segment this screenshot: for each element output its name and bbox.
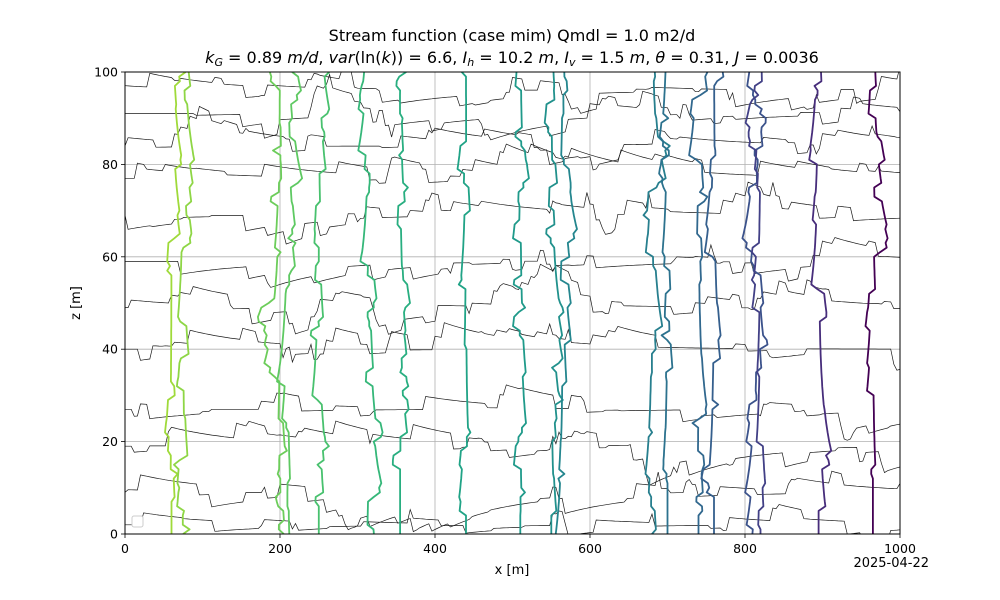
streamline (688, 72, 709, 534)
y-tick-label: 20 (102, 434, 118, 449)
streamline (554, 72, 578, 534)
streamline (276, 72, 304, 534)
x-tick-label: 200 (268, 541, 292, 556)
y-tick-label: 0 (110, 527, 118, 542)
head-contours (125, 72, 900, 534)
streamline (543, 72, 565, 534)
legend-box (131, 515, 144, 528)
streamline (700, 72, 725, 534)
axis-ticks: 0 200 400 600 800 1000 0 20 40 60 80 100 (94, 65, 916, 557)
x-tick-label: 800 (733, 541, 757, 556)
y-tick-label: 40 (102, 342, 118, 357)
y-axis-label: z [m] (69, 286, 84, 320)
head-contour (125, 470, 900, 533)
streamline (357, 72, 384, 534)
head-contour (125, 105, 900, 171)
streamline (173, 72, 196, 534)
x-tick-label: 600 (578, 541, 602, 556)
y-tick-label: 100 (94, 65, 118, 80)
head-contour (125, 143, 900, 184)
grid-lines (125, 72, 900, 534)
streamline (808, 72, 833, 534)
head-contour (125, 263, 900, 335)
y-tick-label: 80 (102, 157, 118, 172)
head-contour (125, 181, 900, 245)
head-contour (125, 73, 900, 141)
streamline (512, 72, 530, 534)
x-tick-label: 400 (423, 541, 447, 556)
x-axis-label: x [m] (495, 563, 530, 578)
streamline (456, 72, 472, 534)
x-tick-label: 1000 (884, 541, 916, 556)
streamlines (164, 72, 889, 534)
streamline (744, 72, 767, 534)
plot-frame (124, 71, 901, 535)
head-contour (125, 420, 900, 486)
y-tick-label: 60 (102, 249, 118, 264)
head-contour (125, 322, 900, 371)
streamline (309, 72, 331, 534)
chart-subtitle: kG = 0.89 m/d, var(ln(k)) = 6.6, Ih = 10… (205, 48, 819, 69)
head-contour (125, 72, 900, 114)
streamline (256, 72, 288, 534)
head-contour (125, 384, 900, 441)
streamline (164, 72, 187, 534)
streamline (391, 72, 411, 534)
chart-title: Stream function (case mim) Qmdl = 1.0 m2… (329, 26, 696, 45)
streamline (741, 72, 769, 534)
date-stamp: 2025-04-22 (853, 556, 929, 571)
head-contour (125, 237, 900, 288)
x-tick-label: 0 (121, 541, 129, 556)
head-contour (125, 504, 900, 534)
streamline (658, 72, 674, 534)
streamline (864, 72, 889, 534)
